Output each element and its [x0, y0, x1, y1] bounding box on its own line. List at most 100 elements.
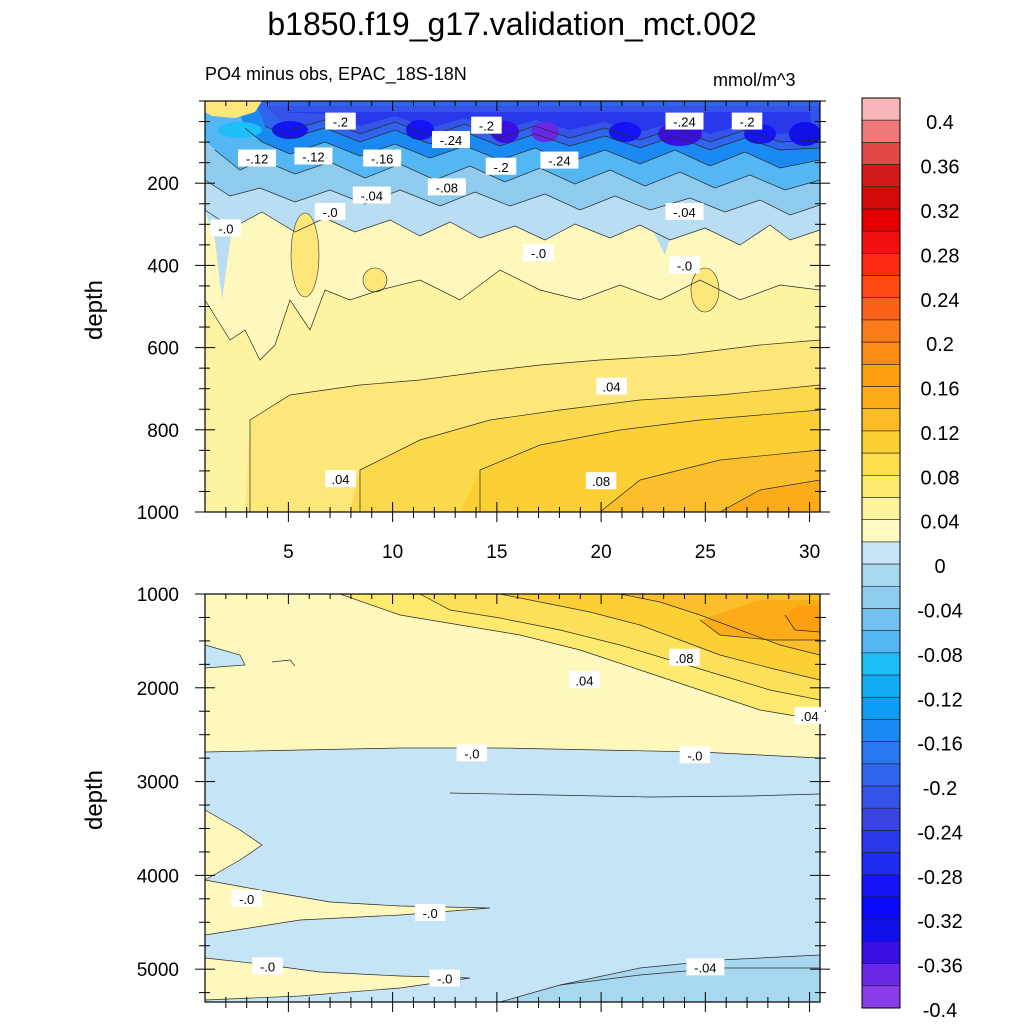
contour-label-text: -.04	[673, 205, 695, 220]
contour-label: -.24	[540, 151, 579, 169]
contour-label-text: -.0	[423, 906, 438, 921]
contour-label-bg	[585, 472, 617, 490]
contour-label: -.0	[252, 957, 283, 975]
contour-label: -.2	[731, 112, 763, 130]
contour-label-bg	[456, 744, 488, 762]
contour-label: -.0	[679, 746, 711, 764]
colorbar-swatch	[861, 497, 901, 521]
y-tick-label: 600	[147, 339, 179, 360]
colorbar-swatch	[861, 630, 901, 654]
colorbar-swatch	[861, 763, 901, 787]
colorbar-swatch	[861, 519, 901, 543]
colorbar-swatch	[861, 652, 901, 676]
colorbar-swatch	[861, 807, 901, 831]
y-tick-label: 5000	[137, 960, 179, 981]
colorbar-label: -0.36	[917, 956, 963, 978]
contour-label: -.04	[665, 202, 704, 220]
contour-label: -.04	[686, 958, 725, 976]
contour-label: .04	[569, 671, 600, 689]
contour-label: -.0	[314, 202, 346, 220]
contour-label: -.12	[238, 149, 277, 167]
contour-label: -.0	[429, 969, 460, 987]
x-tick-label: 20	[591, 542, 612, 563]
contour-label-text: -.2	[493, 160, 508, 175]
colorbar-label: -0.12	[917, 689, 963, 711]
colorbar-swatch	[861, 164, 901, 188]
contour-label-text: -.0	[464, 746, 479, 761]
colorbar-swatch	[861, 696, 901, 720]
y-tick-label: 800	[147, 421, 179, 442]
contour-label: -.0	[456, 744, 488, 762]
colorbar-label: 0.24	[921, 290, 960, 312]
y-tick-label: 1000	[137, 503, 179, 524]
contour-label-text: -.24	[673, 115, 695, 130]
colorbar-label: 0.04	[921, 512, 960, 534]
colorbar-swatch	[861, 963, 901, 987]
contour-label: -.08	[427, 178, 466, 196]
colorbar-label: 0.12	[921, 423, 960, 445]
lower-fill-deep-pale-1	[205, 810, 262, 880]
upper-blob-6	[609, 122, 641, 142]
lower-y-axis-title: depth	[81, 770, 108, 830]
x-tick-label: 15	[486, 542, 507, 563]
lower-frame	[204, 593, 821, 1003]
colorbar-label: -0.24	[917, 822, 963, 844]
colorbar-swatch	[861, 785, 901, 809]
x-tick-label: 25	[695, 542, 716, 563]
contour-label-text: -.12	[246, 152, 268, 167]
contour-label: .04	[794, 706, 825, 724]
contour-label-bg	[432, 131, 470, 149]
upper-fill-orange-12	[720, 480, 820, 512]
contour-label: .04	[325, 470, 356, 488]
colorbar-swatch	[861, 941, 901, 964]
colorbar-swatch	[861, 563, 901, 587]
chart-subtitle: PO4 minus obs, EPAC_18S-18N	[205, 64, 467, 84]
x-tick-label: 10	[382, 542, 403, 563]
y-tick-label: 200	[147, 174, 179, 195]
upper-blob-5	[531, 122, 559, 142]
contour-label: -.0	[414, 903, 446, 921]
colorbar-frame	[861, 97, 901, 1009]
lower-panel	[205, 594, 820, 1002]
colorbar-label: -0.4	[923, 1000, 957, 1022]
colorbar-swatch	[861, 230, 901, 254]
contour-label-bg	[210, 219, 242, 237]
colorbar-swatch	[861, 674, 901, 698]
contour-label-text: -.24	[548, 154, 570, 169]
upper-patch-3	[690, 267, 720, 313]
contour-label-bg	[679, 746, 711, 764]
contour-label-text: -.0	[239, 892, 254, 907]
colorbar-swatch	[861, 275, 901, 299]
contour-label-text: -.16	[371, 152, 393, 167]
contour-label: -.0	[523, 244, 554, 262]
colorbar-swatch	[861, 341, 901, 365]
contour-label-text: -.04	[361, 189, 383, 204]
colorbar-label: 0.16	[921, 379, 960, 401]
upper-surface-positive	[205, 101, 262, 118]
contour-label-text: -.24	[440, 133, 462, 148]
contour-label: -.24	[665, 112, 704, 130]
contour-label-bg	[325, 470, 356, 488]
colorbar: 0.4 0.36 0.32 0.28 0.24 0.2 0.16 0.12 0.08 0.04 0 -…	[861, 97, 963, 1022]
contour-label-text: .04	[575, 673, 593, 688]
colorbar-swatch	[861, 119, 901, 143]
contour-label: -.0	[210, 219, 242, 237]
colorbar-swatch	[861, 896, 901, 920]
x-tick-label: 5	[283, 542, 294, 563]
contour-label-text: -.0	[322, 205, 337, 220]
contour-label-bg	[596, 377, 627, 395]
lower-fill-deep-pale-2	[205, 880, 490, 935]
colorbar-swatch	[861, 475, 901, 498]
contour-label-text: -.0	[687, 748, 702, 763]
contour-label-bg	[794, 706, 825, 724]
colorbar-swatch	[861, 186, 901, 210]
contour-label-bg	[665, 112, 704, 130]
colorbar-label: 0	[934, 556, 945, 578]
colorbar-swatch	[861, 430, 901, 454]
contour-label: .08	[585, 472, 617, 490]
contour-label-bg	[471, 116, 502, 134]
contour-label-bg	[686, 958, 725, 976]
contour-label-bg	[352, 186, 391, 204]
chart-title: b1850.f19_g17.validation_mct.002	[267, 6, 757, 42]
